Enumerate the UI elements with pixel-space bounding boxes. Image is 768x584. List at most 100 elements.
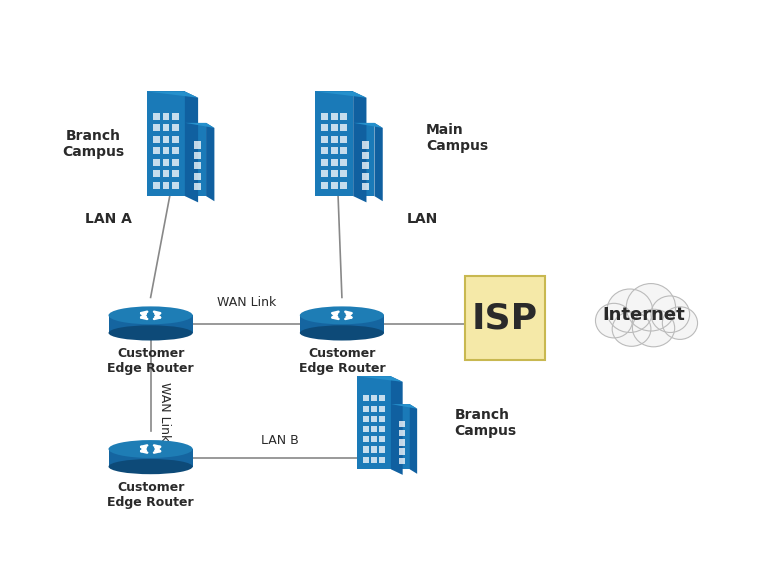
Ellipse shape xyxy=(651,296,690,332)
Polygon shape xyxy=(172,147,179,154)
Polygon shape xyxy=(331,147,338,154)
Polygon shape xyxy=(362,436,369,442)
Polygon shape xyxy=(321,182,328,189)
Polygon shape xyxy=(108,449,193,467)
Polygon shape xyxy=(194,172,200,180)
Ellipse shape xyxy=(108,440,193,458)
Polygon shape xyxy=(379,426,386,432)
Polygon shape xyxy=(357,376,391,470)
Polygon shape xyxy=(340,136,347,142)
Polygon shape xyxy=(194,152,200,159)
Polygon shape xyxy=(379,395,386,401)
Polygon shape xyxy=(153,113,160,120)
Polygon shape xyxy=(194,183,200,190)
Polygon shape xyxy=(353,123,375,196)
Text: Customer
Edge Router: Customer Edge Router xyxy=(108,347,194,376)
Polygon shape xyxy=(331,136,338,142)
Text: Customer
Edge Router: Customer Edge Router xyxy=(299,347,386,376)
Polygon shape xyxy=(353,92,366,203)
Polygon shape xyxy=(321,159,328,166)
Ellipse shape xyxy=(607,289,653,332)
Polygon shape xyxy=(321,147,328,154)
Polygon shape xyxy=(153,124,160,131)
Polygon shape xyxy=(371,405,377,412)
Polygon shape xyxy=(362,183,369,190)
Polygon shape xyxy=(163,124,169,131)
Polygon shape xyxy=(172,113,179,120)
Polygon shape xyxy=(371,457,377,463)
Polygon shape xyxy=(172,182,179,189)
Polygon shape xyxy=(331,171,338,178)
Polygon shape xyxy=(153,182,160,189)
Polygon shape xyxy=(362,416,369,422)
Polygon shape xyxy=(172,124,179,131)
Polygon shape xyxy=(379,457,386,463)
Polygon shape xyxy=(331,113,338,120)
Ellipse shape xyxy=(662,307,697,339)
Polygon shape xyxy=(399,449,406,455)
Polygon shape xyxy=(108,315,193,333)
Ellipse shape xyxy=(595,303,632,338)
Polygon shape xyxy=(391,404,410,470)
Polygon shape xyxy=(321,124,328,131)
Polygon shape xyxy=(163,182,169,189)
Ellipse shape xyxy=(626,284,676,331)
Polygon shape xyxy=(362,162,369,169)
Polygon shape xyxy=(194,162,200,169)
Polygon shape xyxy=(147,92,185,196)
Ellipse shape xyxy=(108,459,193,474)
Polygon shape xyxy=(391,376,402,475)
Text: Main
Campus: Main Campus xyxy=(426,123,488,153)
Polygon shape xyxy=(399,457,406,464)
Polygon shape xyxy=(185,92,198,203)
Polygon shape xyxy=(371,426,377,432)
Polygon shape xyxy=(321,171,328,178)
Polygon shape xyxy=(340,113,347,120)
Polygon shape xyxy=(206,123,214,201)
Polygon shape xyxy=(340,124,347,131)
Polygon shape xyxy=(399,420,406,427)
Polygon shape xyxy=(371,416,377,422)
Polygon shape xyxy=(331,124,338,131)
Polygon shape xyxy=(379,436,386,442)
Polygon shape xyxy=(163,159,169,166)
Polygon shape xyxy=(340,147,347,154)
Polygon shape xyxy=(399,430,406,436)
Polygon shape xyxy=(316,92,353,196)
Polygon shape xyxy=(153,147,160,154)
Polygon shape xyxy=(321,136,328,142)
Polygon shape xyxy=(331,159,338,166)
Polygon shape xyxy=(163,171,169,178)
Ellipse shape xyxy=(300,307,384,324)
Text: LAN B: LAN B xyxy=(260,434,299,447)
Polygon shape xyxy=(399,439,406,446)
Polygon shape xyxy=(340,171,347,178)
Polygon shape xyxy=(185,123,206,196)
Polygon shape xyxy=(316,92,366,98)
Polygon shape xyxy=(147,92,198,98)
Text: Branch
Campus: Branch Campus xyxy=(455,408,517,438)
Polygon shape xyxy=(410,404,417,474)
Polygon shape xyxy=(153,159,160,166)
Ellipse shape xyxy=(300,325,384,340)
Text: LAN: LAN xyxy=(407,213,439,227)
Polygon shape xyxy=(353,123,382,128)
Text: LAN A: LAN A xyxy=(85,213,132,227)
Text: WAN Link: WAN Link xyxy=(217,297,276,310)
Polygon shape xyxy=(185,123,214,128)
FancyBboxPatch shape xyxy=(465,276,545,360)
Polygon shape xyxy=(163,147,169,154)
Polygon shape xyxy=(362,152,369,159)
Text: Internet: Internet xyxy=(603,306,686,324)
Polygon shape xyxy=(379,405,386,412)
Text: Customer
Edge Router: Customer Edge Router xyxy=(108,481,194,509)
Ellipse shape xyxy=(108,307,193,324)
Polygon shape xyxy=(163,136,169,142)
Polygon shape xyxy=(391,404,417,409)
Polygon shape xyxy=(362,395,369,401)
Polygon shape xyxy=(371,436,377,442)
Ellipse shape xyxy=(108,325,193,340)
Polygon shape xyxy=(371,447,377,453)
Polygon shape xyxy=(172,171,179,178)
Polygon shape xyxy=(362,405,369,412)
